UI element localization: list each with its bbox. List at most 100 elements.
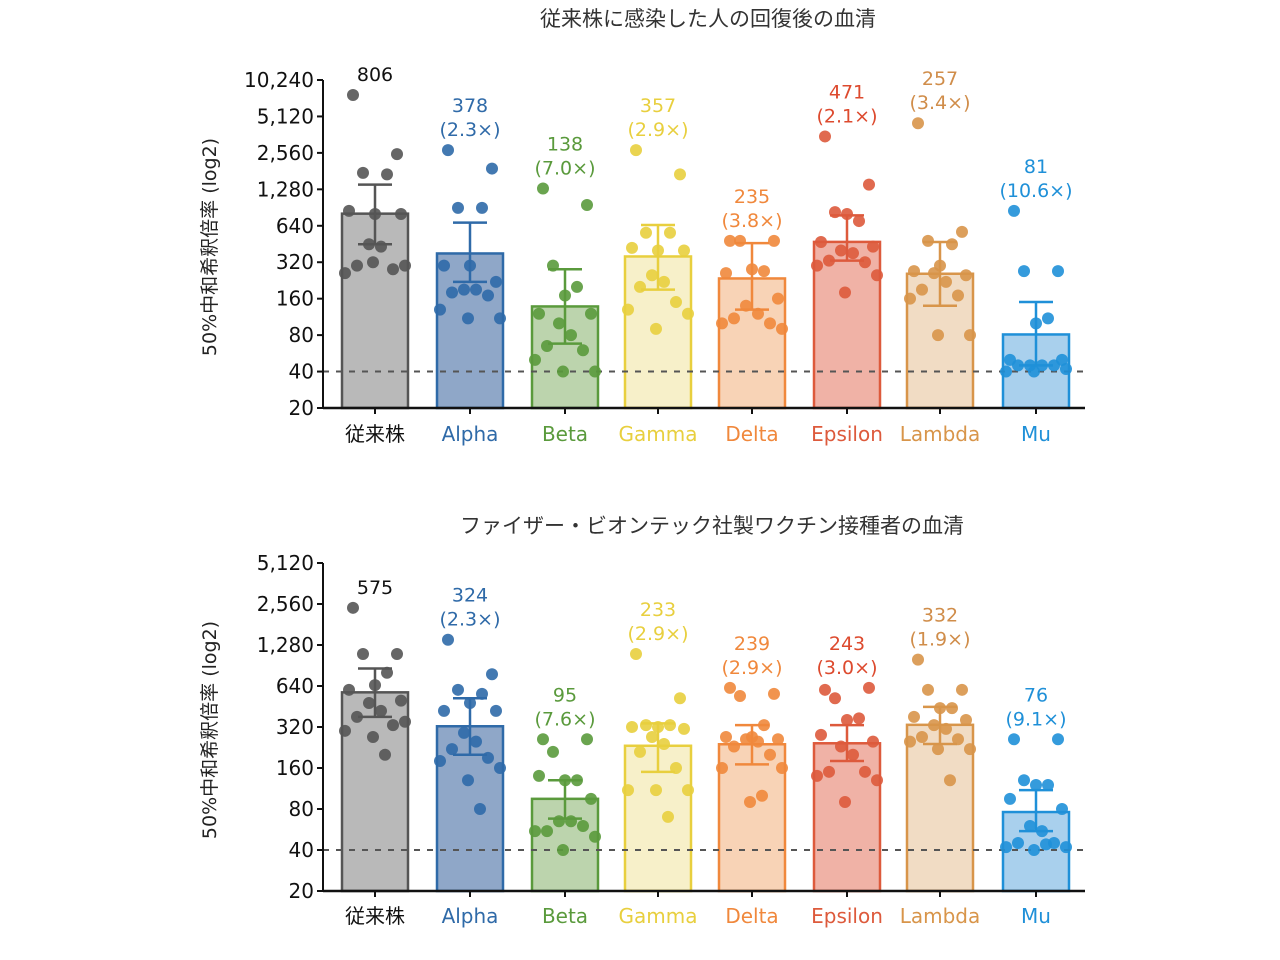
- y-tick-label: 20: [289, 879, 314, 903]
- data-point: [674, 692, 686, 705]
- data-point: [853, 712, 865, 725]
- fold-change-label: (2.3×): [440, 119, 501, 141]
- x-tick-label: Alpha: [442, 904, 499, 928]
- data-point: [740, 733, 752, 746]
- data-point: [375, 704, 387, 717]
- data-point: [670, 296, 682, 309]
- data-point: [946, 702, 958, 715]
- x-tick-label: Epsilon: [811, 422, 883, 446]
- data-point: [724, 681, 736, 694]
- data-point: [835, 244, 847, 257]
- data-point: [452, 683, 464, 696]
- mean-value-label: 332: [922, 605, 958, 627]
- data-point: [1004, 792, 1016, 805]
- data-point: [565, 815, 577, 828]
- data-point: [811, 259, 823, 272]
- data-point: [940, 275, 952, 288]
- fold-change-label: (2.1×): [817, 105, 878, 127]
- data-point: [547, 745, 559, 758]
- data-point: [434, 755, 446, 768]
- data-point: [391, 647, 403, 660]
- data-point: [768, 234, 780, 247]
- data-point: [839, 796, 851, 809]
- data-point: [650, 322, 662, 335]
- data-point: [1030, 779, 1042, 792]
- data-point: [529, 825, 541, 838]
- data-point: [458, 283, 470, 296]
- data-point: [470, 735, 482, 748]
- data-point: [764, 317, 776, 330]
- fold-change-label: (3.4×): [910, 92, 971, 114]
- data-point: [867, 735, 879, 748]
- data-point: [916, 731, 928, 744]
- data-point: [462, 312, 474, 325]
- data-point: [815, 236, 827, 249]
- data-point: [585, 792, 597, 805]
- data-point: [772, 733, 784, 746]
- data-point: [387, 263, 399, 276]
- data-point: [952, 289, 964, 302]
- data-point: [343, 683, 355, 696]
- x-tick-label: Mu: [1021, 422, 1051, 446]
- data-point: [764, 748, 776, 761]
- chart-title: ファイザー・ビオンテック社製ワクチン接種者の血清: [460, 514, 964, 538]
- y-tick-label: 320: [276, 250, 314, 274]
- x-tick-label: Gamma: [619, 904, 698, 928]
- mean-value-label: 471: [829, 81, 865, 103]
- data-point: [932, 743, 944, 756]
- y-tick-label: 5,120: [257, 551, 314, 575]
- x-tick-label: Beta: [542, 422, 588, 446]
- data-point: [533, 769, 545, 782]
- data-point: [662, 810, 674, 823]
- data-point: [756, 789, 768, 802]
- data-point: [339, 724, 351, 737]
- data-point: [811, 769, 823, 782]
- data-point: [859, 765, 871, 778]
- data-point: [674, 168, 686, 181]
- data-point: [1052, 265, 1064, 278]
- data-point: [841, 208, 853, 221]
- data-point: [728, 740, 740, 753]
- y-tick-label: 40: [289, 838, 314, 862]
- data-point: [442, 144, 454, 157]
- data-point: [847, 247, 859, 260]
- mean-value-label: 243: [829, 633, 865, 655]
- data-point: [1018, 774, 1030, 787]
- data-point: [494, 312, 506, 325]
- y-axis-label: 50%中和希釈倍率 (log2): [199, 138, 221, 356]
- data-point: [1056, 803, 1068, 815]
- data-point: [381, 168, 393, 181]
- data-point: [960, 714, 972, 727]
- data-point: [387, 719, 399, 732]
- data-point: [626, 241, 638, 254]
- data-point: [470, 283, 482, 296]
- data-point: [928, 267, 940, 280]
- data-point: [863, 178, 875, 191]
- data-point: [956, 683, 968, 696]
- data-point: [819, 130, 831, 143]
- data-point: [1012, 837, 1024, 850]
- data-point: [859, 256, 871, 269]
- data-point: [571, 280, 583, 293]
- fold-change-label: (1.9×): [910, 629, 971, 651]
- data-point: [734, 234, 746, 247]
- data-point: [395, 208, 407, 221]
- mean-value-label: 239: [734, 633, 770, 655]
- y-tick-label: 5,120: [257, 104, 314, 128]
- data-point: [1042, 779, 1054, 792]
- data-point: [391, 148, 403, 161]
- data-point: [486, 162, 498, 175]
- data-point: [940, 722, 952, 735]
- mean-value-label: 257: [922, 68, 958, 90]
- data-point: [339, 267, 351, 280]
- x-tick-label: Alpha: [442, 422, 499, 446]
- mean-value-label: 76: [1024, 684, 1048, 706]
- data-point: [916, 283, 928, 296]
- data-point: [768, 687, 780, 700]
- y-tick-label: 640: [276, 674, 314, 698]
- y-tick-label: 640: [276, 214, 314, 238]
- data-point: [1000, 841, 1012, 854]
- data-point: [946, 238, 958, 251]
- data-point: [1008, 204, 1020, 217]
- bar-0: [340, 212, 410, 410]
